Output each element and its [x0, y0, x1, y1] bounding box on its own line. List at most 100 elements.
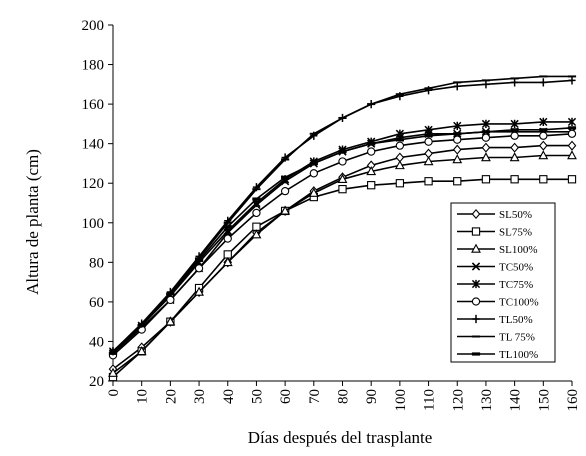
- data-point: [223, 234, 232, 243]
- x-tick-label: 150: [536, 389, 552, 412]
- x-tick-label: 50: [249, 389, 265, 404]
- x-tick-label: 130: [479, 389, 495, 412]
- y-axis-ticks: 20 40 60 80 100 120 140 160 180 200: [82, 18, 113, 390]
- data-point: [481, 152, 491, 162]
- data-point: [281, 175, 290, 179]
- data-point: [367, 147, 376, 156]
- data-point: [567, 140, 577, 151]
- data-point: [482, 80, 490, 89]
- data-point: [280, 205, 291, 215]
- x-tick-label: 120: [450, 389, 466, 412]
- data-point: [108, 351, 118, 355]
- legend-marker: [471, 279, 481, 289]
- data-point: [538, 150, 549, 160]
- legend-marker: [471, 227, 481, 236]
- data-point: [510, 128, 519, 132]
- data-point: [252, 208, 261, 218]
- data-point: [194, 264, 204, 273]
- data-point: [452, 154, 463, 164]
- data-point: [194, 258, 204, 262]
- legend-item: TC100%: [457, 297, 539, 309]
- legend-item: TL50%: [457, 314, 533, 326]
- data-point: [394, 160, 405, 170]
- legend-label: SL50%: [499, 209, 532, 221]
- y-tick-label: 20: [89, 374, 104, 390]
- y-tick-label: 160: [82, 97, 105, 113]
- data-point: [481, 119, 491, 129]
- data-point: [510, 175, 519, 184]
- series-layer: [108, 75, 577, 382]
- legend-item: TC75%: [457, 279, 533, 291]
- legend-label: TC50%: [499, 262, 533, 274]
- x-tick-label: 0: [106, 389, 122, 397]
- legend-label: SL75%: [499, 227, 532, 239]
- data-point: [453, 177, 462, 186]
- data-point: [424, 177, 433, 186]
- legend-label: SL100%: [499, 244, 538, 256]
- legend-marker: [471, 262, 481, 271]
- data-point: [567, 126, 577, 130]
- data-point: [309, 169, 318, 178]
- data-point: [424, 125, 433, 134]
- legend-marker: [471, 297, 481, 306]
- x-tick-label: 40: [221, 389, 237, 404]
- data-point: [453, 135, 462, 144]
- data-point: [567, 175, 577, 184]
- y-tick-label: 40: [89, 334, 104, 350]
- x-tick-label: 160: [565, 389, 581, 412]
- data-point: [539, 78, 547, 87]
- series-tc100: [108, 129, 577, 360]
- data-point: [510, 142, 519, 153]
- data-point: [338, 149, 347, 154]
- legend-item: TL100%: [457, 349, 538, 361]
- data-point: [165, 316, 176, 326]
- legend-label: TL 75%: [499, 332, 535, 344]
- data-point: [166, 292, 175, 296]
- data-point: [252, 222, 261, 231]
- data-point: [453, 121, 462, 130]
- data-point: [568, 76, 576, 85]
- data-point: [567, 150, 577, 160]
- data-point: [481, 142, 491, 153]
- y-tick-label: 140: [82, 137, 105, 153]
- legend-marker: [471, 208, 481, 220]
- legend: SL50% SL75% SL100% TC50% TC75% TC100% TL50% TL …: [450, 202, 556, 363]
- data-point: [481, 130, 491, 134]
- x-tick-label: 70: [307, 389, 323, 404]
- legend-item: SL50%: [457, 208, 532, 221]
- data-point: [395, 179, 405, 188]
- data-point: [338, 157, 347, 166]
- data-point: [367, 181, 376, 190]
- x-tick-label: 100: [393, 389, 409, 412]
- legend-item: SL100%: [457, 243, 538, 256]
- legend-item: TL 75%: [457, 332, 535, 344]
- legend-label: TL100%: [499, 349, 538, 361]
- legend-label: TC75%: [499, 279, 533, 291]
- data-point: [395, 138, 404, 142]
- data-point: [539, 175, 548, 184]
- data-point: [251, 229, 262, 239]
- legend-marker: [472, 314, 480, 324]
- series-tl100: [108, 126, 577, 355]
- series-sl100: [108, 150, 577, 377]
- data-point: [252, 197, 261, 201]
- data-point: [567, 117, 577, 127]
- data-point: [166, 295, 175, 305]
- data-point: [567, 129, 577, 138]
- data-point: [366, 165, 377, 176]
- data-point: [539, 128, 548, 132]
- x-tick-label: 80: [336, 389, 352, 404]
- data-point: [453, 82, 461, 91]
- x-axis-ticks: 0 10 20 30 40 50 60 70 80 90 100 110 120 130 140 150 160: [106, 381, 581, 412]
- y-tick-label: 100: [82, 216, 105, 232]
- data-point: [424, 134, 433, 138]
- x-tick-label: 20: [163, 389, 179, 404]
- legend-label: TL50%: [499, 314, 533, 326]
- data-point: [223, 250, 232, 259]
- data-point: [367, 142, 376, 146]
- y-tick-label: 60: [89, 295, 104, 311]
- legend-item: SL75%: [457, 227, 532, 239]
- data-point: [510, 131, 519, 140]
